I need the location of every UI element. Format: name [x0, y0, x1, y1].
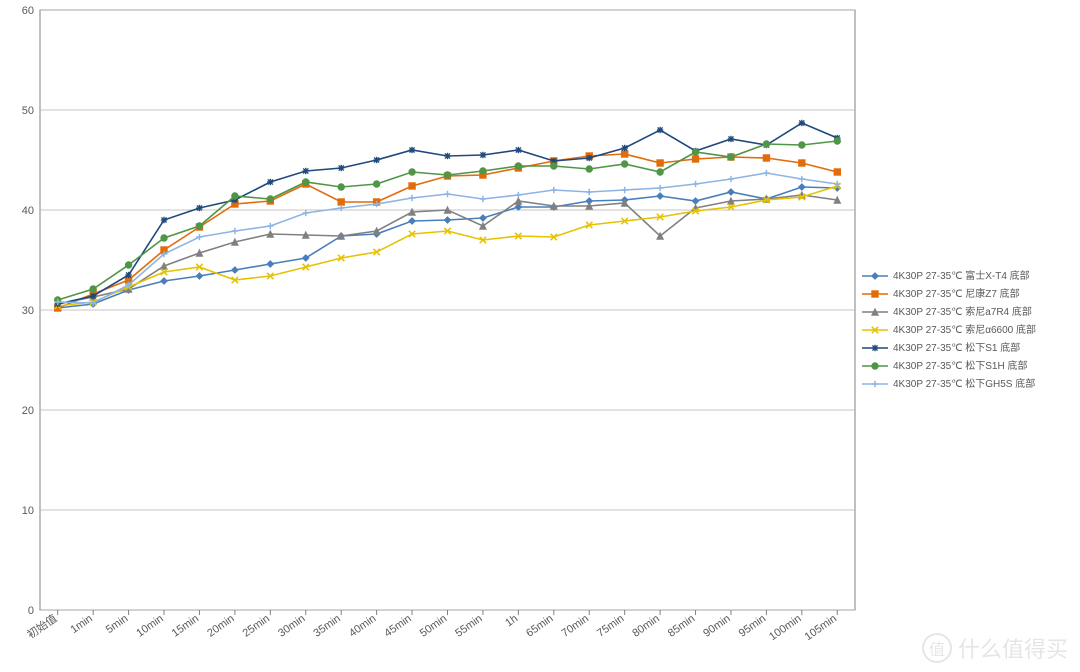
temperature-line-chart: 0102030405060初始值1min5min10min15min20min2…: [0, 0, 1080, 672]
svg-text:95min: 95min: [737, 613, 768, 640]
svg-text:50min: 50min: [418, 613, 449, 640]
svg-text:5min: 5min: [104, 613, 130, 637]
svg-text:20: 20: [22, 405, 34, 417]
svg-text:4K30P 27-35℃ 松下GH5S 底部: 4K30P 27-35℃ 松下GH5S 底部: [893, 377, 1035, 390]
svg-text:10: 10: [22, 505, 34, 517]
svg-text:80min: 80min: [630, 613, 661, 640]
svg-text:25min: 25min: [241, 613, 272, 640]
svg-text:35min: 35min: [311, 613, 342, 640]
svg-text:40min: 40min: [347, 613, 378, 640]
svg-text:65min: 65min: [524, 613, 555, 640]
series-索尼α6600 底部: [55, 183, 841, 309]
svg-text:85min: 85min: [666, 613, 697, 640]
svg-text:20min: 20min: [205, 613, 236, 640]
svg-text:4K30P 27-35℃ 尼康Z7 底部: 4K30P 27-35℃ 尼康Z7 底部: [893, 287, 1020, 300]
svg-text:30: 30: [22, 305, 34, 317]
svg-text:30min: 30min: [276, 613, 307, 640]
svg-text:1h: 1h: [503, 613, 520, 630]
svg-text:75min: 75min: [595, 613, 626, 640]
svg-text:50: 50: [22, 105, 34, 117]
svg-text:4K30P 27-35℃ 索尼a7R4 底部: 4K30P 27-35℃ 索尼a7R4 底部: [893, 305, 1032, 318]
svg-text:15min: 15min: [170, 613, 201, 640]
svg-text:70min: 70min: [560, 613, 591, 640]
svg-text:40: 40: [22, 205, 34, 217]
svg-text:45min: 45min: [382, 613, 413, 640]
svg-text:60: 60: [22, 5, 34, 17]
series-松下GH5S 底部: [55, 170, 841, 306]
svg-text:55min: 55min: [453, 613, 484, 640]
svg-text:1min: 1min: [68, 613, 94, 637]
svg-text:10min: 10min: [134, 613, 165, 640]
svg-text:4K30P 27-35℃ 松下S1 底部: 4K30P 27-35℃ 松下S1 底部: [893, 341, 1020, 354]
svg-text:100min: 100min: [767, 613, 803, 644]
svg-text:4K30P 27-35℃ 索尼α6600 底部: 4K30P 27-35℃ 索尼α6600 底部: [893, 323, 1036, 336]
svg-text:4K30P 27-35℃ 松下S1H 底部: 4K30P 27-35℃ 松下S1H 底部: [893, 359, 1027, 372]
svg-text:90min: 90min: [701, 613, 732, 640]
svg-text:105min: 105min: [803, 613, 839, 644]
legend: 4K30P 27-35℃ 富士X-T4 底部 4K30P 27-35℃ 尼康Z7 …: [862, 269, 1036, 390]
svg-text:0: 0: [28, 605, 34, 617]
svg-text:4K30P 27-35℃ 富士X-T4 底部: 4K30P 27-35℃ 富士X-T4 底部: [893, 269, 1030, 282]
